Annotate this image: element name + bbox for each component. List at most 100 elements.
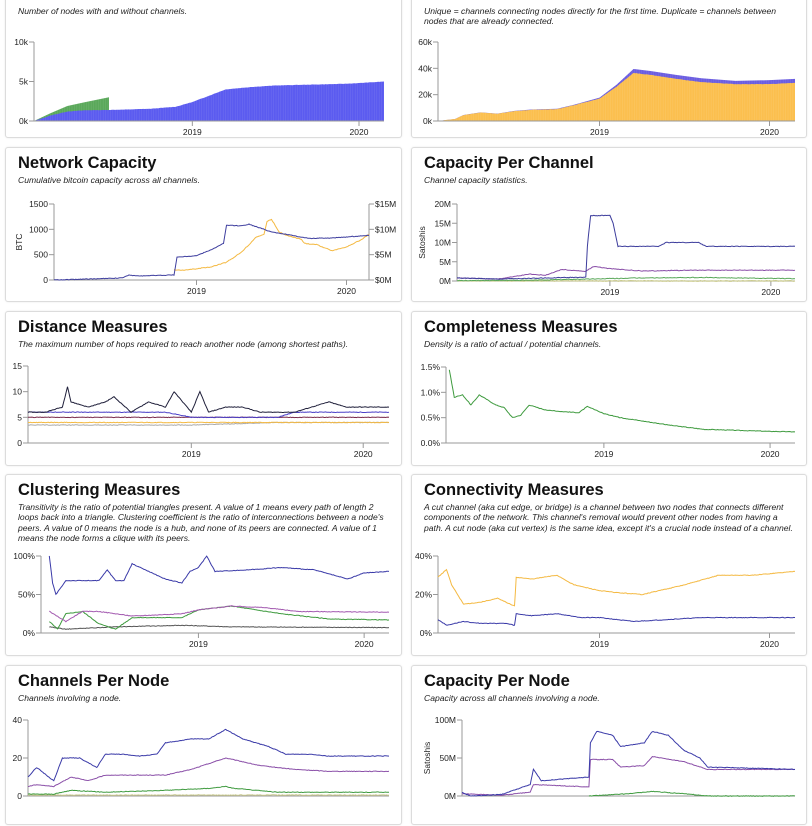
y-tick-label: 15 (13, 361, 23, 371)
area-nodes-with-channels (34, 81, 384, 121)
y-tick-label: 5M (439, 257, 451, 267)
line-max (456, 214, 796, 280)
x-tick-label: 2020 (761, 287, 780, 297)
x-tick-label: 2020 (355, 639, 374, 649)
y-tick-label: 0% (23, 628, 36, 638)
chart-card-connectivity-measures: Connectivity Measures A cut channel (aka… (411, 474, 807, 656)
y-tick-label: 10k (14, 37, 28, 47)
chart-title: Capacity Per Channel (424, 154, 594, 172)
x-tick-label: 2019 (183, 127, 202, 137)
chart-title: Distance Measures (18, 318, 168, 336)
line-min (27, 421, 390, 424)
y-tick-label: 5k (19, 77, 29, 87)
y-tick-label: 50% (18, 590, 35, 600)
y2-tick-label: $10M (375, 224, 396, 234)
y2-tick-label: $15M (375, 199, 396, 209)
chart-description: Cumulative bitcoin capacity across all c… (18, 175, 200, 185)
y-axis-label: Satoshis (422, 742, 432, 775)
line-average (461, 756, 796, 796)
y-tick-label: 40 (13, 715, 23, 725)
chart-description: A cut channel (aka cut edge, or bridge) … (424, 502, 793, 533)
x-tick-label: 2019 (189, 639, 208, 649)
chart-description: Channels involving a node. (18, 693, 122, 703)
chart-nodes: 0k 5k 10k 2019 2020 (14, 37, 385, 137)
x-tick-label: 2019 (594, 449, 613, 459)
line-min-clustering (49, 624, 390, 630)
x-tick-label: 2020 (350, 127, 369, 137)
chart-description: Number of nodes with and without channel… (18, 6, 188, 16)
chart-card-distance-measures: Distance Measures The maximum number of … (5, 311, 402, 466)
chart-title: Connectivity Measures (424, 481, 604, 499)
y-tick-label: 10 (13, 387, 23, 397)
line-radius (27, 411, 390, 419)
chart-connectivity-measures: 0% 20% 40% 2019 2020 (415, 551, 796, 649)
chart-card-network-capacity: Network Capacity Cumulative bitcoin capa… (5, 147, 402, 302)
line-min (456, 280, 796, 282)
chart-title: Capacity Per Node (424, 672, 570, 690)
y-tick-label: 20 (13, 753, 23, 763)
y-tick-label: 500 (34, 250, 48, 260)
chart-description: Channel capacity statistics. (424, 175, 528, 185)
line-median (27, 785, 390, 795)
chart-clustering-measures: 0% 50% 100% 2019 2020 (13, 551, 390, 649)
line-btc (54, 223, 370, 281)
y-tick-label: 40k (418, 63, 432, 73)
y-axis-label: BTC (14, 234, 24, 251)
line-max-clustering (48, 555, 390, 596)
y-tick-label: 0 (17, 438, 22, 448)
y-tick-label: 0% (420, 628, 433, 638)
chart-channels: 0k 20k 40k 60k 2019 2020 (418, 37, 795, 137)
chart-title: Clustering Measures (18, 481, 181, 499)
line-usd (173, 218, 370, 271)
y2-tick-label: $5M (375, 250, 392, 260)
chart-description: Density is a ratio of actual / potential… (424, 339, 602, 349)
chart-card-capacity-per-channel: Capacity Per Channel Channel capacity st… (411, 147, 807, 302)
chart-title: Completeness Measures (424, 318, 618, 336)
y2-tick-label: $0M (375, 275, 392, 285)
line-transitivity (49, 605, 390, 623)
chart-channels-per-node: 0 20 40 (13, 715, 390, 801)
line-max (461, 730, 796, 797)
chart-card-clustering-measures: Clustering Measures Transitivity is the … (5, 474, 402, 656)
y-tick-label: 100% (13, 551, 35, 561)
x-tick-label: 2020 (760, 639, 779, 649)
y-tick-label: 0M (444, 791, 456, 801)
line-average (456, 265, 796, 280)
chart-capacity-per-node: 0M 50M 100M Satoshis (422, 715, 796, 801)
line-density (448, 369, 796, 433)
line-average (27, 757, 390, 788)
y-tick-label: 60k (418, 37, 432, 47)
line-max (27, 728, 390, 782)
y-tick-label: 50M (439, 753, 456, 763)
chart-network-capacity: 0 500 1000 1500 $0M $5M $10M $15M BTC 2019 2020 (14, 199, 396, 296)
y-tick-label: 10M (434, 238, 451, 248)
chart-card-nodes: Number of nodes with and without channel… (5, 0, 402, 138)
chart-completeness-measures: 0.0% 0.5% 1.0% 1.5% 2019 2020 (421, 362, 796, 459)
chart-distance-measures: 0 5 10 15 2019 2020 (13, 361, 390, 459)
x-tick-label: 2020 (760, 127, 779, 137)
x-tick-label: 2019 (182, 449, 201, 459)
y-tick-label: 20% (415, 590, 432, 600)
chart-capacity-per-channel: 0M 5M 10M 15M 20M Satoshis 2019 2020 (417, 199, 796, 297)
y-tick-label: 40% (415, 551, 432, 561)
x-tick-label: 2020 (337, 286, 356, 296)
x-tick-label: 2019 (590, 639, 609, 649)
chart-description: Transitivity is the ratio of potential t… (18, 502, 384, 544)
y-tick-label: 100M (435, 715, 456, 725)
y-axis-label: Satoshis (417, 226, 427, 259)
line-cut-channels (437, 568, 796, 607)
y-tick-label: 0k (423, 116, 433, 126)
y-tick-label: 0.5% (421, 413, 441, 423)
line-average-clustering (49, 605, 390, 630)
y-tick-label: 0 (43, 275, 48, 285)
x-tick-label: 2019 (187, 286, 206, 296)
x-tick-label: 2020 (761, 449, 780, 459)
y-tick-label: 0 (17, 791, 22, 801)
y-tick-label: 1500 (29, 199, 48, 209)
chart-title: Network Capacity (18, 154, 157, 172)
y-tick-label: 1.0% (421, 387, 441, 397)
chart-description: Unique = channels connecting nodes direc… (424, 6, 777, 27)
x-tick-label: 2019 (590, 127, 609, 137)
y-tick-label: 0k (19, 116, 29, 126)
area-unique (438, 72, 795, 121)
